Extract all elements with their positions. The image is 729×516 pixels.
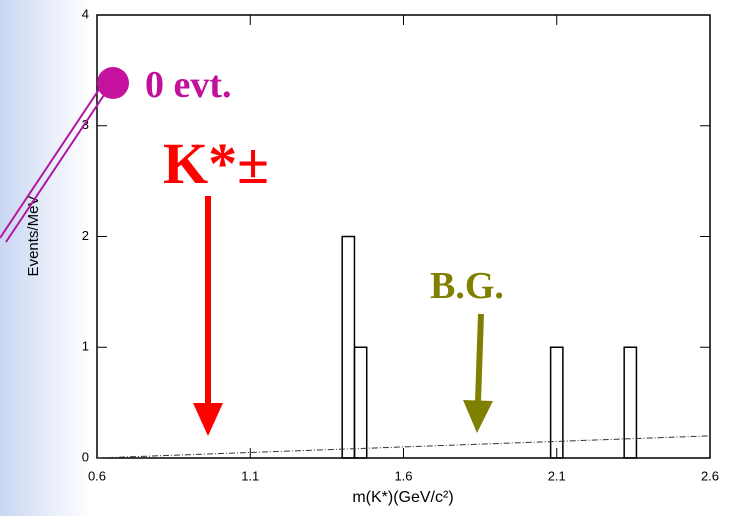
histogram-bar xyxy=(623,346,638,459)
y-tick-label: 4 xyxy=(82,6,89,21)
pointer-line xyxy=(0,81,105,239)
fit-line xyxy=(96,435,711,459)
annotation: K*± xyxy=(163,131,269,196)
y-tick-label: 0 xyxy=(82,449,89,464)
x-tick-label: 2.6 xyxy=(701,468,719,483)
arrow-head xyxy=(463,400,493,433)
histogram-bar xyxy=(341,235,356,459)
histogram-bar xyxy=(549,346,564,459)
y-tick-label: 2 xyxy=(82,228,89,243)
x-tick-label: 2.1 xyxy=(548,468,566,483)
x-tick-label: 1.1 xyxy=(241,468,259,483)
histogram-bar xyxy=(353,346,368,459)
x-tick-label: 0.6 xyxy=(88,468,106,483)
plot-area: 012340.61.11.62.12.6 xyxy=(82,6,719,483)
pointer-line xyxy=(5,85,111,243)
marker-dot xyxy=(97,67,129,99)
annotation: 0 evt. xyxy=(145,64,232,106)
x-axis-label: m(K*)(GeV/c²) xyxy=(352,489,453,506)
x-tick-label: 1.6 xyxy=(394,468,412,483)
y-tick-label: 1 xyxy=(82,339,89,354)
arrow-shaft xyxy=(475,313,484,403)
arrow-head xyxy=(193,403,223,436)
annotation: B.G. xyxy=(430,265,504,307)
slide-background xyxy=(0,0,90,516)
y-axis-label: Events/MeV xyxy=(25,196,42,277)
